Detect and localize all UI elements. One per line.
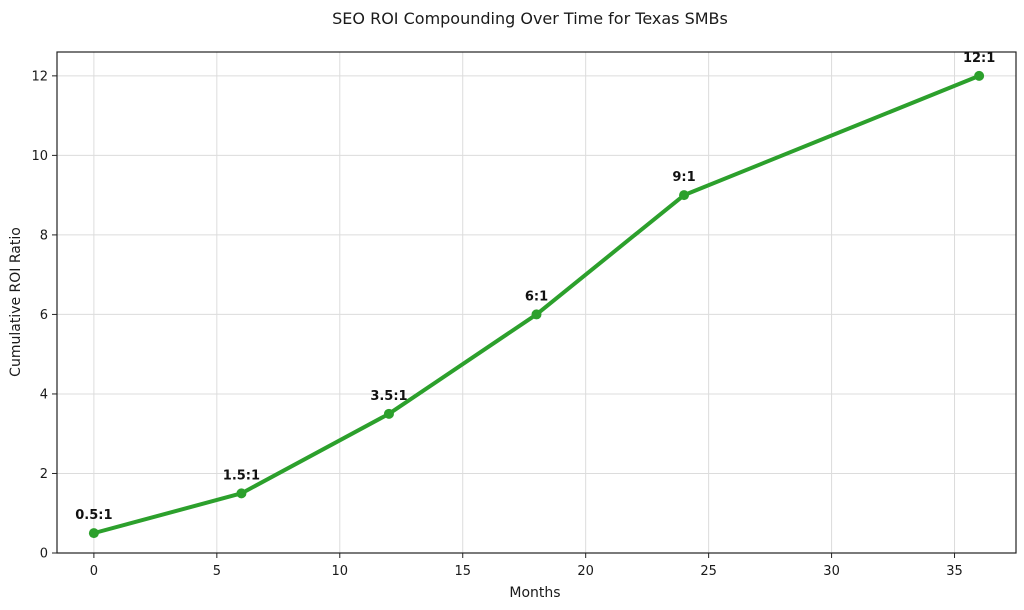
data-point-label: 3.5:1 bbox=[370, 389, 407, 404]
x-tick-label: 25 bbox=[700, 564, 717, 579]
x-axis-label: Months bbox=[509, 585, 560, 601]
roi-series-line bbox=[91, 73, 982, 536]
x-tick-label: 30 bbox=[823, 564, 840, 579]
y-tick-label: 12 bbox=[31, 69, 48, 84]
series-layer bbox=[88, 70, 985, 539]
x-tick-label: 10 bbox=[332, 564, 349, 579]
data-point bbox=[88, 528, 99, 539]
y-tick-label: 4 bbox=[40, 387, 48, 402]
data-point-label: 1.5:1 bbox=[223, 468, 260, 483]
y-tick-label: 6 bbox=[40, 308, 48, 323]
chart-title: SEO ROI Compounding Over Time for Texas … bbox=[332, 9, 728, 28]
y-tick-label: 10 bbox=[31, 149, 48, 164]
data-point-label: 9:1 bbox=[672, 170, 695, 185]
plot-area bbox=[56, 51, 1017, 554]
axis-ticks: 0 5 10 15 20 25 30 35 0 2 4 6 8 10 12 bbox=[31, 69, 962, 579]
x-tick-label: 35 bbox=[946, 564, 963, 579]
data-point-label: 6:1 bbox=[525, 289, 548, 304]
x-tick-label: 20 bbox=[577, 564, 594, 579]
grid bbox=[57, 52, 1016, 554]
x-tick-label: 5 bbox=[213, 564, 221, 579]
y-axis-label: Cumulative ROI Ratio bbox=[8, 227, 24, 377]
data-point-label: 0.5:1 bbox=[75, 508, 112, 523]
x-tick-label: 15 bbox=[454, 564, 471, 579]
data-point-label: 12:1 bbox=[963, 51, 995, 66]
x-tick-label: 0 bbox=[90, 564, 98, 579]
data-point bbox=[531, 309, 542, 320]
y-tick-label: 0 bbox=[40, 547, 48, 562]
data-point bbox=[383, 408, 394, 419]
y-tick-label: 8 bbox=[40, 228, 48, 243]
y-tick-label: 2 bbox=[40, 467, 48, 482]
data-labels: 0.5:1 1.5:1 3.5:1 6:1 9:1 12:1 bbox=[75, 51, 995, 523]
data-point bbox=[236, 488, 247, 499]
data-point bbox=[679, 190, 690, 201]
data-point bbox=[974, 70, 985, 81]
